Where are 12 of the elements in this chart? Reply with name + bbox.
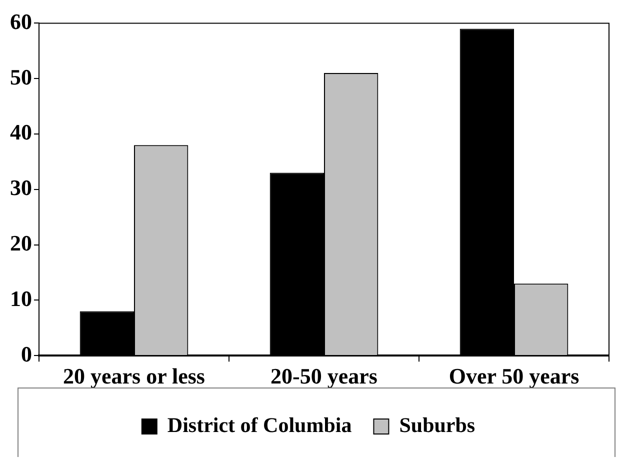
y-tick-label: 20 bbox=[10, 230, 32, 256]
y-tick-label: 50 bbox=[10, 64, 32, 90]
x-tick-label: Over 50 years bbox=[448, 363, 580, 388]
y-tick-label: 60 bbox=[10, 8, 32, 34]
legend-label: Suburbs bbox=[399, 412, 476, 437]
y-tick-label: 10 bbox=[10, 286, 32, 311]
y-tick-label: 0 bbox=[21, 341, 32, 366]
y-tick-label: 30 bbox=[10, 175, 32, 200]
legend-label: District of Columbia bbox=[167, 412, 352, 437]
y-tick-label: 40 bbox=[10, 120, 32, 145]
x-tick-label: 20-50 years bbox=[270, 363, 378, 388]
x-tick-label: 20 years or less bbox=[63, 363, 206, 388]
